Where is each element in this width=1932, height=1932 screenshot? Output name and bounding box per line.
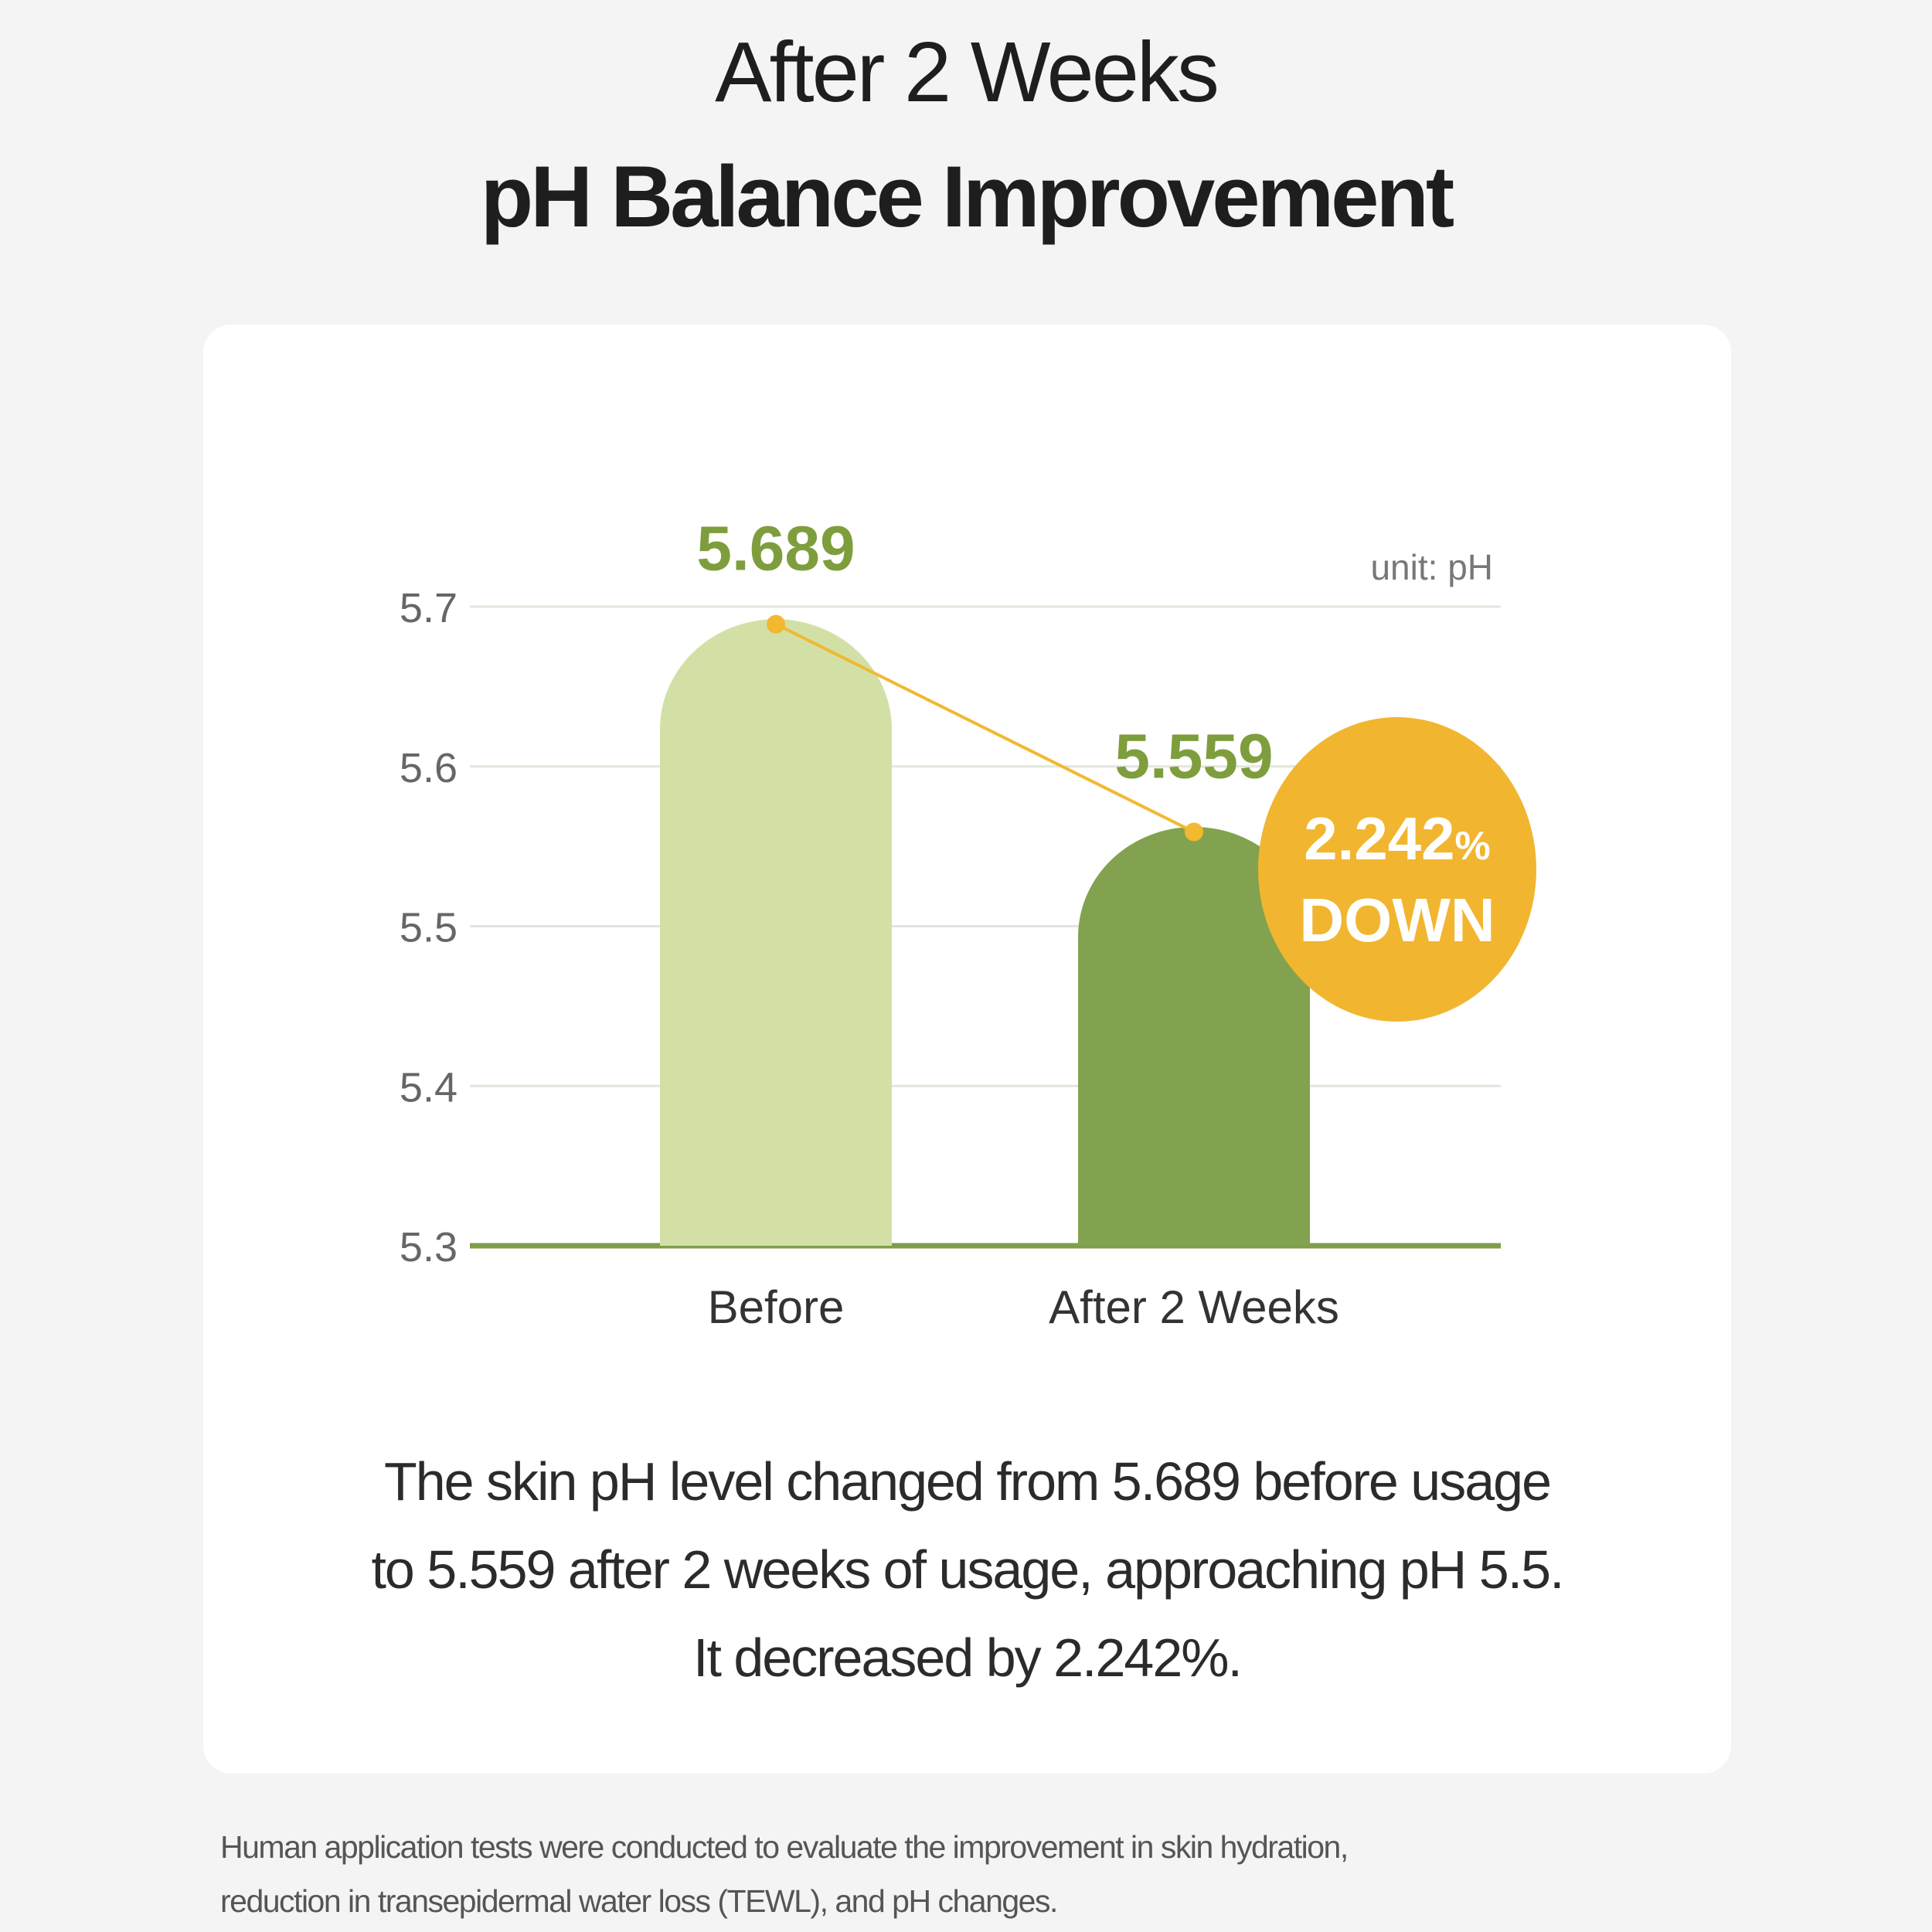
footnote-line-1: Human application tests were conducted t… (220, 1829, 1349, 1865)
down-badge (1258, 717, 1536, 1022)
bar-before (660, 619, 892, 1246)
bar-after (1078, 827, 1310, 1246)
chart-card (203, 325, 1731, 1774)
title-line-2: pH Balance Improvement (480, 148, 1454, 245)
title-line-1: After 2 Weeks (715, 25, 1219, 120)
y-tick-label: 5.5 (400, 905, 457, 951)
x-category-label: After 2 Weeks (1049, 1281, 1339, 1333)
value-label: 5.689 (696, 514, 855, 584)
footnote: Human application tests were conducted t… (220, 1820, 1843, 1928)
badge-unit: % (1454, 824, 1490, 869)
unit-label: unit: pH (1370, 547, 1493, 587)
description-line-2: to 5.559 after 2 weeks of usage, approac… (371, 1539, 1564, 1600)
footnote-line-2: reduction in transepidermal water loss (… (220, 1883, 1058, 1919)
connector-dot (1185, 822, 1203, 842)
badge-percent: 2.242% (1304, 804, 1490, 872)
badge-text: DOWN (1299, 886, 1495, 954)
connector-dot (767, 614, 785, 634)
description-line-1: The skin pH level changed from 5.689 bef… (383, 1451, 1552, 1512)
y-tick-label: 5.7 (400, 585, 457, 631)
x-category-label: Before (708, 1281, 845, 1333)
connector-line (775, 622, 1195, 834)
y-tick-label: 5.6 (400, 745, 457, 791)
chart-description: The skin pH level changed from 5.689 bef… (203, 1437, 1731, 1702)
ph-bar-chart: 5.7 5.6 5.5 5.4 5.3 2.242% DOWN Before 5.689 Af… (400, 514, 1536, 1333)
y-tick-label: 5.4 (400, 1064, 457, 1111)
y-tick-label: 5.3 (400, 1224, 457, 1270)
value-label: 5.559 (1114, 722, 1273, 792)
description-line-3: It decreased by 2.242%. (693, 1628, 1243, 1688)
badge-value: 2.242 (1304, 804, 1454, 872)
